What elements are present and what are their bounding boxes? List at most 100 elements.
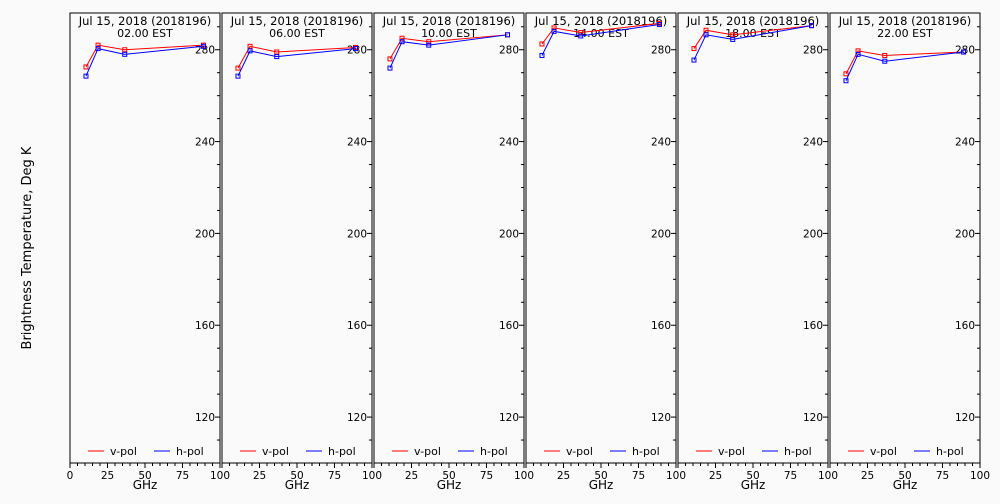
vpol-line — [541, 22, 660, 45]
vpol-point — [83, 64, 89, 70]
vpol-line — [845, 50, 964, 75]
hpol-line — [389, 34, 508, 69]
y-tick-label: 240 — [955, 137, 975, 149]
y-tick-label: 200 — [499, 228, 519, 240]
y-tick-label: 280 — [499, 45, 519, 57]
panel-subtitle: 06.00 EST — [269, 27, 325, 40]
vpol-point — [399, 35, 405, 41]
hpol-point — [201, 43, 206, 49]
vpol-line — [237, 45, 356, 69]
x-tick-label: 0 — [67, 470, 74, 482]
y-tick-label: 240 — [499, 137, 519, 149]
x-axis-label: GHz — [893, 478, 918, 492]
x-tick-label: 75 — [784, 470, 797, 482]
panel-subtitle: 14.00 EST — [573, 27, 629, 40]
hpol-line — [693, 25, 812, 61]
panel-frame — [829, 12, 981, 464]
legend-vpol-label: v-pol — [262, 445, 289, 458]
x-tick-label: 100 — [514, 470, 534, 482]
x-tick-label: 100 — [666, 470, 686, 482]
y-tick-label: 160 — [195, 320, 215, 332]
legend-hpol-label: h-pol — [480, 445, 508, 458]
panel-frame — [373, 12, 525, 464]
x-tick-label: 25 — [709, 470, 722, 482]
y-tick-label: 120 — [955, 412, 975, 424]
vpol-point — [882, 52, 888, 58]
x-tick-label: 50 — [746, 470, 759, 482]
x-tick-label: 25 — [405, 470, 418, 482]
legend-vpol-label: v-pol — [110, 445, 137, 458]
x-tick-label: 100 — [970, 470, 990, 482]
y-tick-label: 240 — [347, 137, 367, 149]
panel-subtitle: 02.00 EST — [117, 27, 173, 40]
vpol-point — [730, 32, 736, 38]
hpol-line — [237, 48, 356, 77]
hpol-point — [539, 52, 545, 58]
y-tick-label: 120 — [195, 412, 215, 424]
hpol-point — [353, 46, 358, 52]
panel-title: Jul 15, 2018 (2018196) — [78, 14, 212, 28]
x-axis-label: GHz — [133, 478, 158, 492]
y-tick-label: 240 — [651, 137, 671, 149]
legend-hpol-label: h-pol — [328, 445, 356, 458]
y-tick-label: 120 — [651, 412, 671, 424]
x-tick-label: 25 — [253, 470, 266, 482]
vpol-point — [843, 71, 849, 77]
legend-hpol-label: h-pol — [784, 445, 812, 458]
x-tick-label: 75 — [176, 470, 189, 482]
legend-vpol-label: v-pol — [566, 445, 593, 458]
panel-title: Jul 15, 2018 (2018196) — [838, 14, 972, 28]
y-tick-label: 200 — [651, 228, 671, 240]
y-tick-label: 200 — [195, 228, 215, 240]
panel-subtitle: 22.00 EST — [877, 27, 933, 40]
hpol-line — [541, 23, 660, 56]
vpol-point — [274, 49, 280, 55]
panel-subtitle: 10.00 EST — [421, 27, 477, 40]
legend-vpol-label: v-pol — [870, 445, 897, 458]
hpol-point — [235, 73, 241, 79]
x-tick-label: 75 — [632, 470, 645, 482]
vpol-point — [855, 48, 861, 54]
y-tick-label: 200 — [347, 228, 367, 240]
legend-hpol-label: h-pol — [176, 445, 204, 458]
vpol-line — [85, 44, 204, 68]
y-tick-label: 240 — [803, 137, 823, 149]
hpol-point — [578, 33, 584, 39]
x-tick-label: 75 — [328, 470, 341, 482]
y-tick-label: 160 — [955, 320, 975, 332]
x-tick-label: 50 — [442, 470, 455, 482]
x-axis-label: GHz — [285, 478, 310, 492]
x-tick-label: 50 — [898, 470, 911, 482]
panel-title: Jul 15, 2018 (2018196) — [534, 14, 668, 28]
hpol-point — [882, 58, 888, 64]
hpol-point — [122, 51, 128, 57]
hpol-point — [730, 36, 736, 42]
y-tick-label: 160 — [347, 320, 367, 332]
x-tick-label: 75 — [480, 470, 493, 482]
y-tick-label: 160 — [499, 320, 519, 332]
legend-hpol-label: h-pol — [632, 445, 660, 458]
hpol-point — [961, 49, 966, 55]
vpol-point — [551, 25, 557, 31]
hpol-point — [843, 78, 849, 84]
hpol-point — [703, 32, 709, 38]
x-tick-label: 75 — [936, 470, 949, 482]
vpol-point — [235, 65, 241, 71]
hpol-point — [274, 54, 280, 60]
vpol-point — [578, 30, 584, 36]
hpol-point — [387, 65, 393, 71]
panel-frame — [677, 12, 829, 464]
vpol-point — [122, 47, 128, 53]
hpol-point — [399, 39, 405, 45]
legend-vpol-label: v-pol — [414, 445, 441, 458]
x-tick-label: 100 — [818, 470, 838, 482]
y-tick-label: 120 — [499, 412, 519, 424]
x-axis-label: GHz — [589, 478, 614, 492]
vpol-point — [539, 41, 545, 47]
hpol-line — [845, 51, 964, 81]
y-tick-label: 280 — [803, 45, 823, 57]
y-tick-label: 120 — [347, 412, 367, 424]
hpol-point — [657, 21, 662, 27]
